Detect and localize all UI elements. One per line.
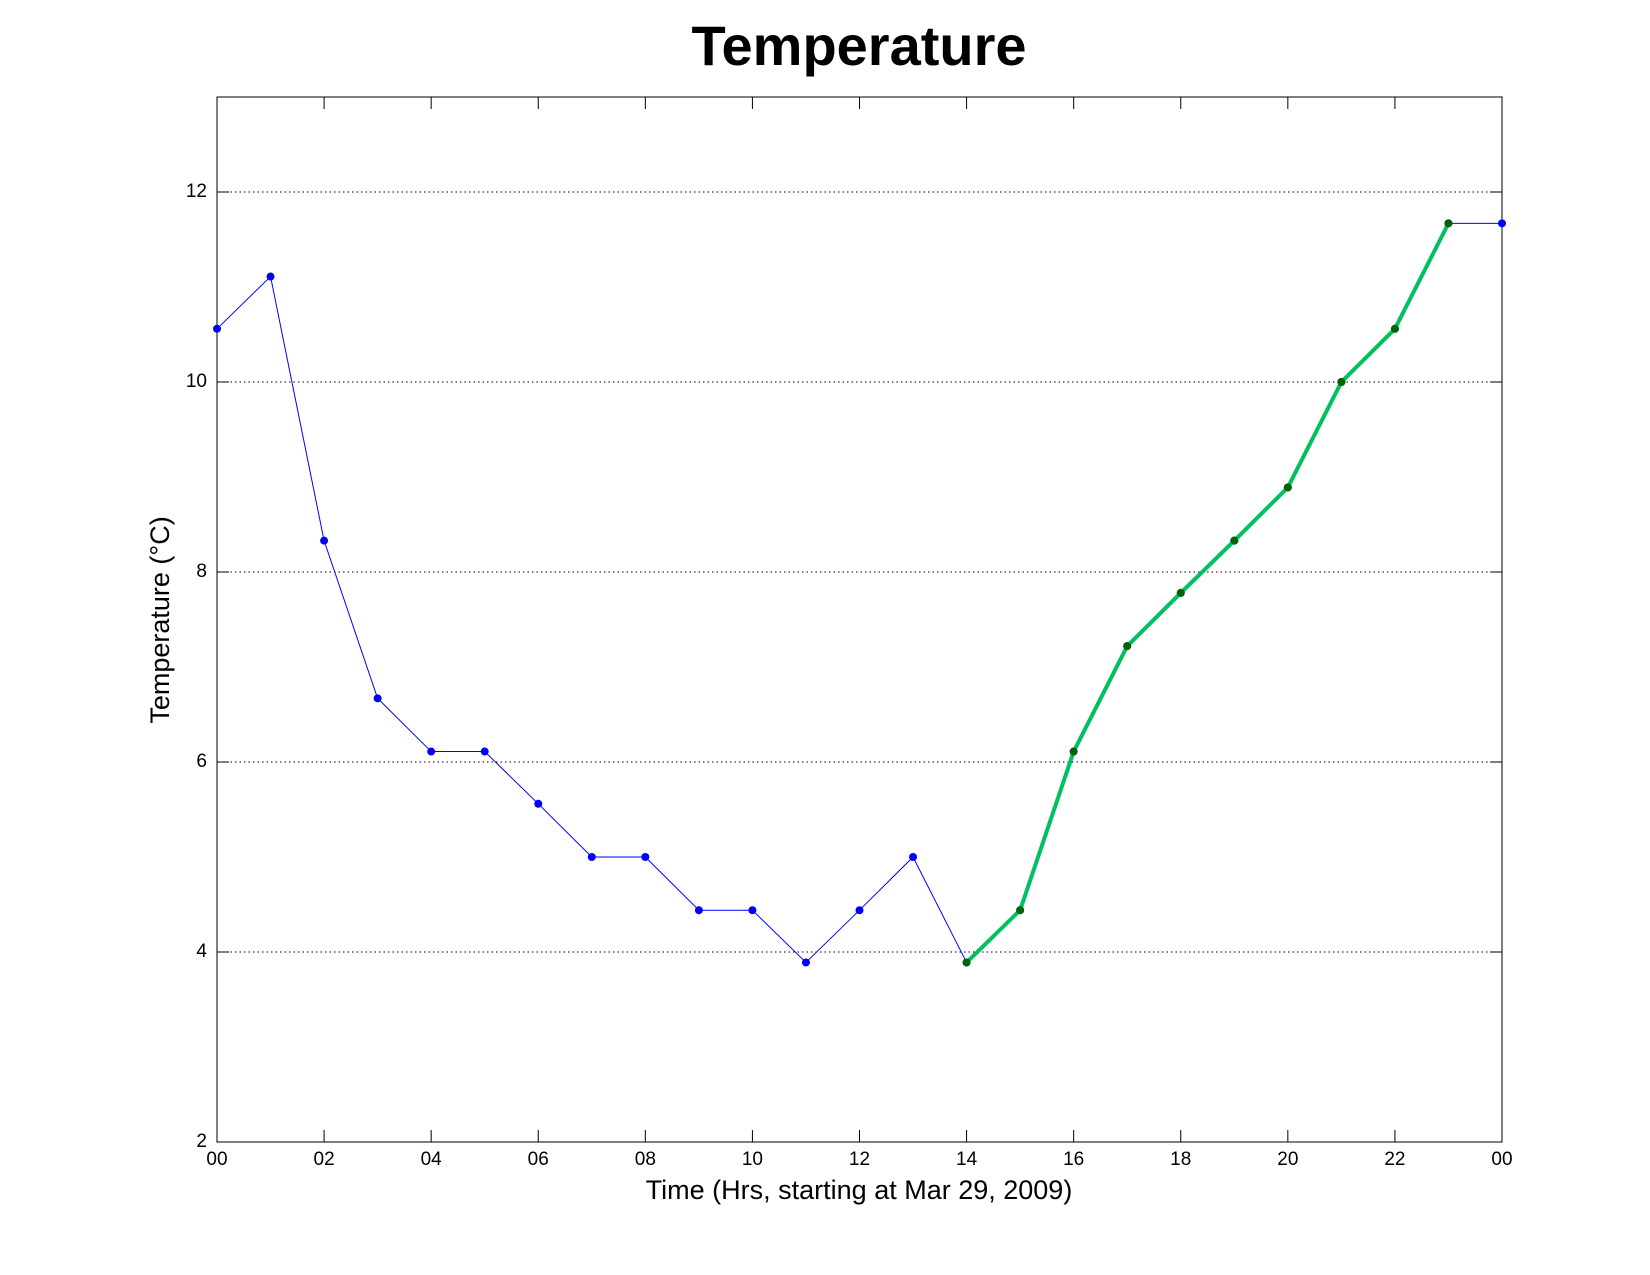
y-tick-label: 2 — [196, 1131, 207, 1152]
y-tick-label: 4 — [196, 941, 207, 962]
data-point — [1016, 906, 1025, 915]
x-tick-label: 08 — [635, 1149, 656, 1170]
series-line — [965, 222, 1451, 964]
data-point — [962, 958, 971, 967]
data-point — [213, 324, 221, 333]
plot-frame — [216, 96, 1503, 1143]
data-point — [1498, 219, 1506, 228]
data-point — [1444, 219, 1453, 228]
data-point — [1069, 747, 1078, 756]
data-point — [801, 958, 810, 967]
x-axis-label: Time (Hrs, starting at Mar 29, 2009) — [646, 1175, 1073, 1205]
y-tick-label: 10 — [186, 371, 207, 392]
y-tick-label: 12 — [186, 181, 207, 202]
x-tick-label: 02 — [314, 1149, 335, 1170]
data-point — [1123, 642, 1132, 651]
y-axis-label: Temperature (°C) — [145, 516, 175, 723]
data-point — [373, 694, 382, 703]
x-tick-label: 22 — [1384, 1149, 1405, 1170]
data-point — [1230, 536, 1239, 545]
data-point — [320, 536, 329, 545]
data-point — [1390, 324, 1399, 333]
x-tick-label: 18 — [1170, 1149, 1191, 1170]
chart-title: Temperature — [691, 14, 1026, 77]
x-tick-label: 04 — [421, 1149, 443, 1170]
x-tick-label: 12 — [849, 1149, 870, 1170]
x-tick-label: 00 — [206, 1149, 227, 1170]
data-point — [641, 853, 650, 861]
data-point — [909, 853, 918, 861]
x-tick-label: 06 — [528, 1149, 549, 1170]
data-point — [855, 906, 864, 915]
data-point — [748, 906, 757, 915]
data-point — [534, 799, 543, 808]
x-tick-label: 00 — [1491, 1149, 1512, 1170]
data-point — [427, 747, 436, 756]
x-tick-label: 20 — [1277, 1149, 1298, 1170]
data-point — [694, 906, 703, 915]
data-point — [1176, 588, 1185, 597]
x-tick-label: 14 — [956, 1149, 978, 1170]
x-tick-label: 10 — [742, 1149, 763, 1170]
x-tick-label: 16 — [1063, 1149, 1084, 1170]
data-point — [1337, 378, 1346, 386]
y-tick-label: 8 — [196, 561, 207, 582]
data-point — [266, 272, 275, 281]
data-point — [1283, 483, 1292, 492]
data-point — [480, 747, 489, 756]
y-tick-label: 6 — [196, 751, 207, 772]
data-point — [587, 853, 596, 861]
